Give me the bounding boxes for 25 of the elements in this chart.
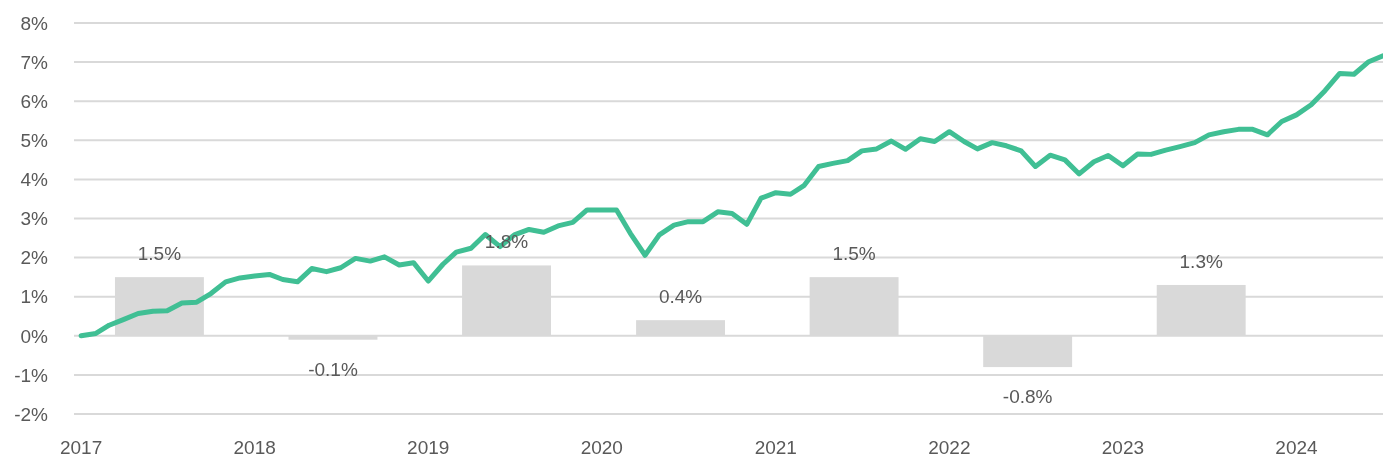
data-label: -0.1% [308,358,358,380]
x-tick-label: 2023 [1101,437,1145,458]
y-tick-label: -1% [14,364,49,386]
y-tick-label: 6% [20,90,49,112]
y-tick-label: 1% [20,286,49,308]
y-tick-label: 4% [20,169,49,191]
data-label: 1.5% [137,243,182,265]
x-tick-label: 2021 [754,437,797,458]
y-tick-label: -2% [14,403,49,425]
data-label: 1.3% [1179,250,1223,272]
data-label: 1.5% [832,243,876,265]
data-label: -0.8% [1002,386,1053,408]
y-tick-label: 0% [20,325,49,347]
x-tick-label: 2018 [233,437,276,458]
x-tick-label: 2019 [407,437,450,458]
data-label: 0.4% [658,286,703,308]
x-tick-label: 2020 [580,437,623,458]
y-tick-label: 3% [20,208,49,230]
y-tick-label: 7% [20,51,49,73]
x-tick-label: 2017 [59,437,103,458]
y-tick-label: 8% [20,12,49,34]
x-tick-label: 2022 [928,437,971,458]
x-tick-label: 2024 [1275,437,1319,458]
y-tick-label: 2% [20,247,49,269]
y-tick-label: 5% [20,130,49,152]
